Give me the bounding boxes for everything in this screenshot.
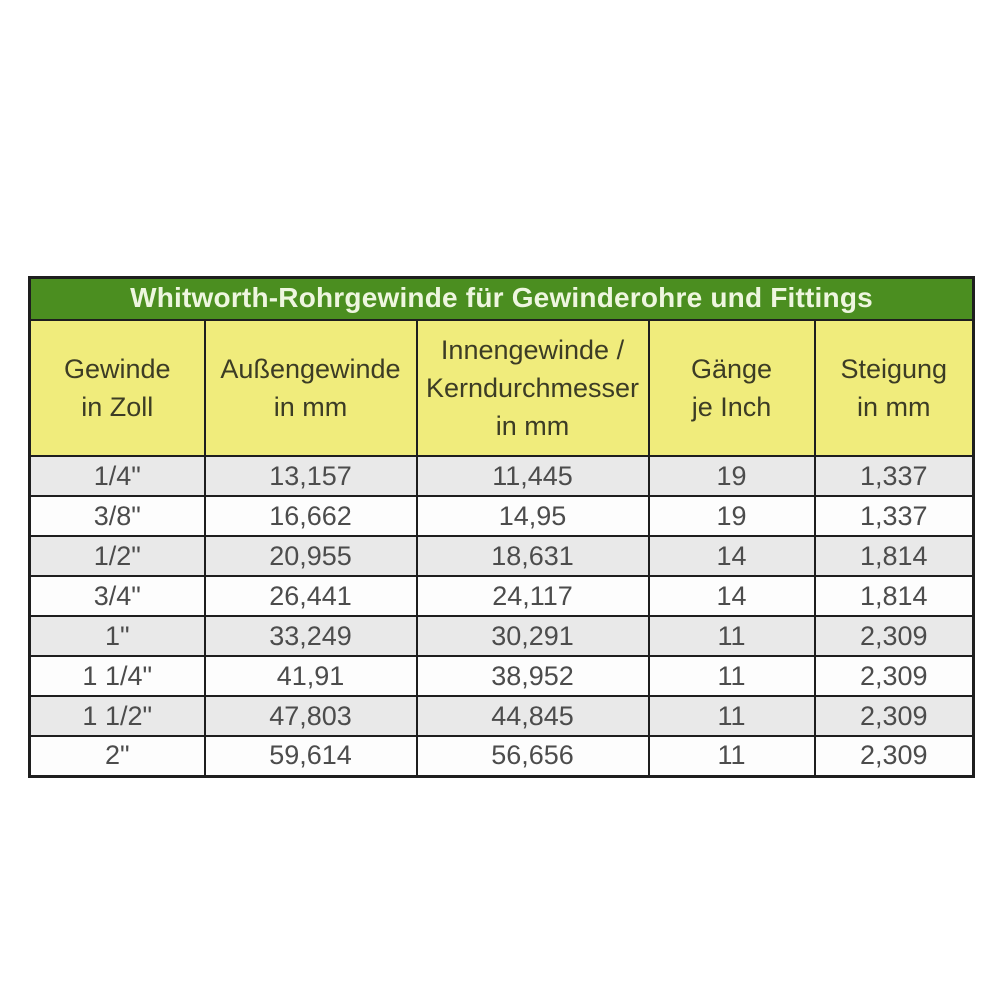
- column-header-row: Gewinde in Zoll Außengewinde in mm Innen…: [28, 319, 975, 457]
- table-cell: 2,309: [813, 655, 975, 697]
- table-cell: 11: [647, 735, 816, 777]
- table-cell: 14: [647, 575, 816, 617]
- table-cell: 30,291: [415, 615, 650, 657]
- whitworth-table-container: Whitworth-Rohrgewinde für Gewinderohre u…: [28, 276, 976, 778]
- table-cell: 14: [647, 535, 816, 577]
- column-header-gaenge-je-inch: Gänge je Inch: [647, 319, 816, 457]
- column-header-gewinde-in-zoll: Gewinde in Zoll: [28, 319, 206, 457]
- table-cell: 2,309: [813, 615, 975, 657]
- table-cell: 1,337: [813, 495, 975, 537]
- table-title: Whitworth-Rohrgewinde für Gewinderohre u…: [28, 276, 975, 321]
- table-cell: 24,117: [415, 575, 650, 617]
- table-cell: 1,814: [813, 535, 975, 577]
- table-row: 1/2" 20,955 18,631 14 1,814: [28, 535, 975, 577]
- table-cell: 1/4": [28, 455, 206, 497]
- table-row: 1" 33,249 30,291 11 2,309: [28, 615, 975, 657]
- column-header-aussengewinde-in-mm: Außengewinde in mm: [203, 319, 418, 457]
- table-cell: 1 1/2": [28, 695, 206, 737]
- table-cell: 41,91: [203, 655, 418, 697]
- table-cell: 26,441: [203, 575, 418, 617]
- table-cell: 59,614: [203, 735, 418, 777]
- table-cell: 1,337: [813, 455, 975, 497]
- table-cell: 11: [647, 615, 816, 657]
- table-cell: 19: [647, 455, 816, 497]
- table-cell: 3/8": [28, 495, 206, 537]
- column-header-steigung-in-mm: Steigung in mm: [813, 319, 975, 457]
- table-cell: 11: [647, 655, 816, 697]
- table-cell: 1": [28, 615, 206, 657]
- table-cell: 44,845: [415, 695, 650, 737]
- table-cell: 3/4": [28, 575, 206, 617]
- table-cell: 2,309: [813, 735, 975, 777]
- table-cell: 13,157: [203, 455, 418, 497]
- table-cell: 11: [647, 695, 816, 737]
- table-row: 1/4" 13,157 11,445 19 1,337: [28, 455, 975, 497]
- table-cell: 2": [28, 735, 206, 777]
- table-cell: 11,445: [415, 455, 650, 497]
- table-cell: 47,803: [203, 695, 418, 737]
- table-row: 1 1/4" 41,91 38,952 11 2,309: [28, 655, 975, 697]
- column-header-innengewinde-kerndurchmesser: Innengewinde / Kerndurchmesser in mm: [415, 319, 650, 457]
- table-cell: 20,955: [203, 535, 418, 577]
- table-cell: 33,249: [203, 615, 418, 657]
- table-cell: 1/2": [28, 535, 206, 577]
- table-row: 3/8" 16,662 14,95 19 1,337: [28, 495, 975, 537]
- table-cell: 38,952: [415, 655, 650, 697]
- table-cell: 56,656: [415, 735, 650, 777]
- table-cell: 18,631: [415, 535, 650, 577]
- table-cell: 14,95: [415, 495, 650, 537]
- table-row: 3/4" 26,441 24,117 14 1,814: [28, 575, 975, 617]
- whitworth-table: Whitworth-Rohrgewinde für Gewinderohre u…: [28, 276, 976, 778]
- table-cell: 1,814: [813, 575, 975, 617]
- table-row: 1 1/2" 47,803 44,845 11 2,309: [28, 695, 975, 737]
- table-cell: 2,309: [813, 695, 975, 737]
- table-row: 2" 59,614 56,656 11 2,309: [28, 735, 975, 777]
- table-cell: 16,662: [203, 495, 418, 537]
- table-cell: 1 1/4": [28, 655, 206, 697]
- table-body: 1/4" 13,157 11,445 19 1,337 3/8" 16,662 14,95 19…: [28, 455, 975, 777]
- table-cell: 19: [647, 495, 816, 537]
- title-row: Whitworth-Rohrgewinde für Gewinderohre u…: [28, 276, 975, 321]
